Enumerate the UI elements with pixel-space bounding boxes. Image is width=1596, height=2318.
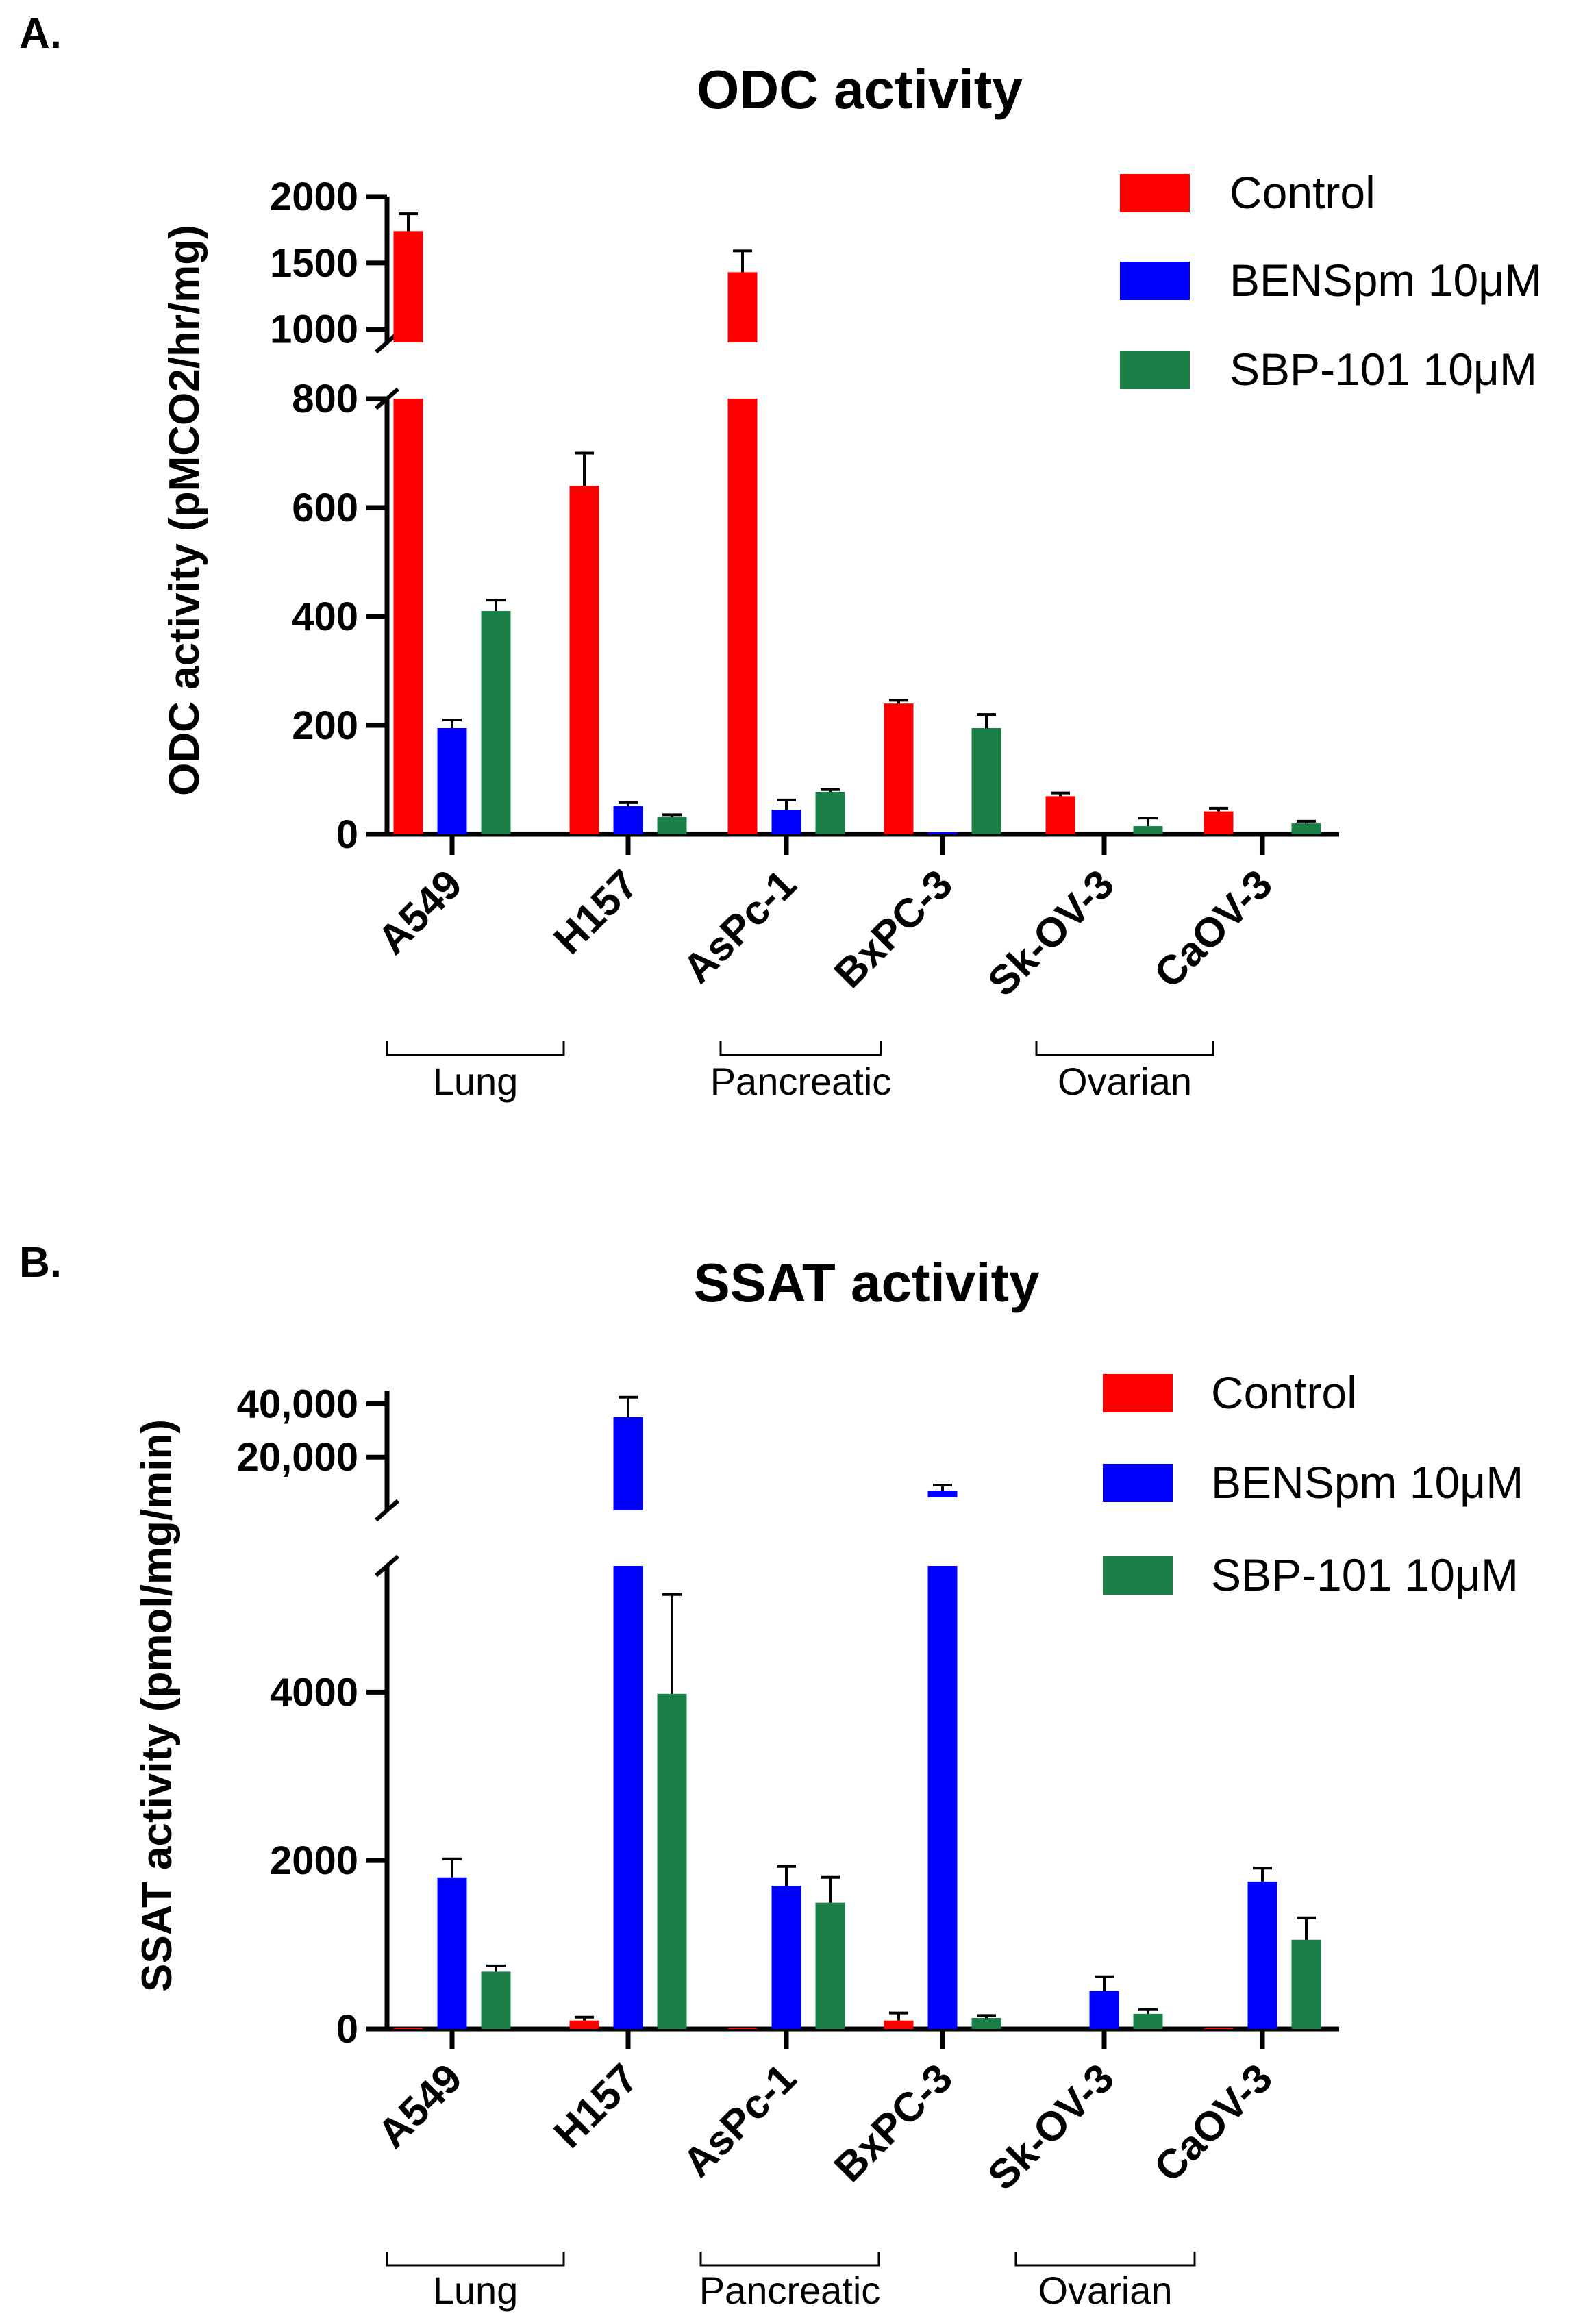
chart1-x-tick-label: A549 — [369, 861, 471, 963]
chart2-legend-label: SBP-101 10μM — [1211, 1549, 1519, 1600]
chart2-bar-1-AsPc-1 — [727, 2028, 758, 2029]
chart2-legend-swatch — [1103, 1556, 1173, 1595]
chart2-group-bracket — [386, 2252, 565, 2267]
chart1-bar-3-A549 — [481, 611, 511, 834]
chart2-group-bracket — [699, 2252, 880, 2267]
chart2-y-tick-label: 0 — [336, 2007, 358, 2052]
chart1-y-tick-label: 1000 — [270, 308, 358, 352]
chart1-y-tick-label: 200 — [292, 703, 358, 748]
chart2-x-tick-label: BxPC-3 — [825, 2055, 961, 2191]
chart1-bar-2-AsPc-1 — [771, 810, 801, 834]
chart2-bar-2-H157 — [613, 1566, 643, 2029]
chart2-bar-3-BxPC-3 — [971, 2018, 1001, 2029]
chart2-x-tick-label: Sk-OV-3 — [979, 2055, 1123, 2199]
chart1-bar-1-H157 — [569, 486, 599, 834]
chart1-bar-2-H157 — [613, 806, 643, 834]
chart1-bar-3-BxPC-3 — [971, 727, 1001, 834]
chart1-group-bracket — [386, 1041, 565, 1056]
chart2-bar-2-CaOV-3 — [1247, 1881, 1277, 2029]
chart2-bar-1-H157 — [569, 2020, 599, 2029]
chart2-x-tick-label: CaOV-3 — [1145, 2055, 1281, 2191]
chart2-y-tick-label: 40,000 — [237, 1382, 358, 1426]
chart2-bar-upper-2-H157 — [613, 1417, 643, 1510]
chart1-group-bracket — [719, 1041, 882, 1056]
chart2-x-tick-label: AsPc-1 — [674, 2055, 805, 2186]
chart1-bar-3-Sk-OV-3 — [1133, 826, 1163, 834]
chart2-bar-1-BxPC-3 — [884, 2020, 914, 2029]
chart2-bar-upper-2-BxPC-3 — [927, 1491, 958, 1497]
chart2-bar-1-A549 — [393, 2028, 423, 2029]
chart2-legend-swatch — [1103, 1464, 1173, 1502]
chart1-x-tick-label: BxPC-3 — [825, 861, 961, 997]
chart1-bar-3-AsPc-1 — [815, 791, 845, 834]
chart1-bar-1-CaOV-3 — [1204, 811, 1234, 834]
chart2-bar-3-CaOV-3 — [1291, 1939, 1321, 2029]
chart1-bar-3-H157 — [657, 817, 687, 834]
chart1-x-tick-label: H157 — [545, 861, 647, 963]
chart2-y-axis-label: SSAT activity (pmol/mg/min) — [134, 1419, 181, 1992]
chart2-legend-swatch — [1103, 1374, 1173, 1412]
chart1-bar-1-BxPC-3 — [884, 703, 914, 834]
chart1-bar-upper-1-AsPc-1 — [727, 272, 758, 342]
chart2-legend-label: Control — [1211, 1367, 1357, 1418]
chart2-group-label: Pancreatic — [699, 2269, 881, 2312]
chart2-y-tick-label: 4000 — [270, 1670, 358, 1715]
chart2-bar-3-A549 — [481, 1971, 511, 2029]
chart2-group-label: Lung — [433, 2269, 519, 2312]
chart1-y-tick-label: 800 — [292, 377, 358, 421]
chart1-x-tick-label: CaOV-3 — [1145, 861, 1281, 997]
chart1-group-label: Ovarian — [1058, 1060, 1192, 1103]
chart1-legend-swatch — [1120, 351, 1190, 389]
chart1-y-tick-label: 2000 — [270, 175, 358, 219]
chart1-group-label: Pancreatic — [710, 1060, 892, 1103]
chart1-bar-1-AsPc-1 — [727, 399, 758, 834]
chart1-group-bracket — [1035, 1041, 1214, 1056]
chart1-y-tick-label: 1500 — [270, 241, 358, 286]
panel-b-label: B. — [19, 1239, 62, 1286]
chart1-legend-swatch — [1120, 174, 1190, 212]
chart1-bar-3-CaOV-3 — [1291, 823, 1321, 834]
chart2-bar-3-Sk-OV-3 — [1133, 2013, 1163, 2029]
chart1-y-tick-label: 400 — [292, 595, 358, 639]
chart2-bar-2-Sk-OV-3 — [1089, 1991, 1119, 2029]
chart2-bar-2-BxPC-3 — [927, 1566, 958, 2029]
chart2-x-tick-label: H157 — [545, 2055, 647, 2157]
chart1-bar-2-BxPC-3 — [927, 832, 958, 834]
chart1-x-tick-label: AsPc-1 — [674, 861, 805, 992]
chart2-bar-2-A549 — [437, 1877, 467, 2029]
chart1-legend-label: BENSpm 10μM — [1230, 255, 1542, 306]
chart2-y-tick-label: 2000 — [270, 1839, 358, 1883]
chart2-title: SSAT activity — [693, 1252, 1040, 1313]
chart1-bar-1-A549 — [393, 399, 423, 834]
chart2-x-tick-label: A549 — [369, 2055, 471, 2157]
chart2-bar-1-CaOV-3 — [1204, 2028, 1234, 2029]
chart1-group-label: Lung — [433, 1060, 519, 1103]
chart2-y-tick-label: 20,000 — [237, 1435, 358, 1480]
chart2-legend-label: BENSpm 10μM — [1211, 1457, 1523, 1508]
chart2-bar-3-H157 — [657, 1693, 687, 2029]
chart1-legend-swatch — [1120, 262, 1190, 300]
chart2-group-label: Ovarian — [1038, 2269, 1172, 2312]
chart2-axis-break-mark — [375, 1554, 399, 1578]
chart1-y-axis-label: ODC activity (pMCO2/hr/mg) — [161, 225, 208, 796]
chart2-axis-break-mark — [375, 1499, 399, 1522]
chart1-title: ODC activity — [697, 59, 1023, 120]
panel-a-label: A. — [19, 10, 62, 58]
chart2-group-bracket — [1014, 2252, 1196, 2267]
chart1-x-tick-label: Sk-OV-3 — [979, 861, 1123, 1005]
chart2-bar-2-AsPc-1 — [771, 1886, 801, 2029]
chart1-y-tick-label: 0 — [336, 812, 358, 857]
chart1-bar-2-A549 — [437, 727, 467, 834]
chart1-bar-upper-1-A549 — [393, 231, 423, 342]
chart2-bar-3-AsPc-1 — [815, 1902, 845, 2029]
chart1-y-tick-label: 600 — [292, 486, 358, 530]
chart1-legend-label: SBP-101 10μM — [1230, 344, 1537, 395]
chart1-bar-1-Sk-OV-3 — [1045, 796, 1075, 834]
chart1-legend-label: Control — [1230, 167, 1375, 218]
